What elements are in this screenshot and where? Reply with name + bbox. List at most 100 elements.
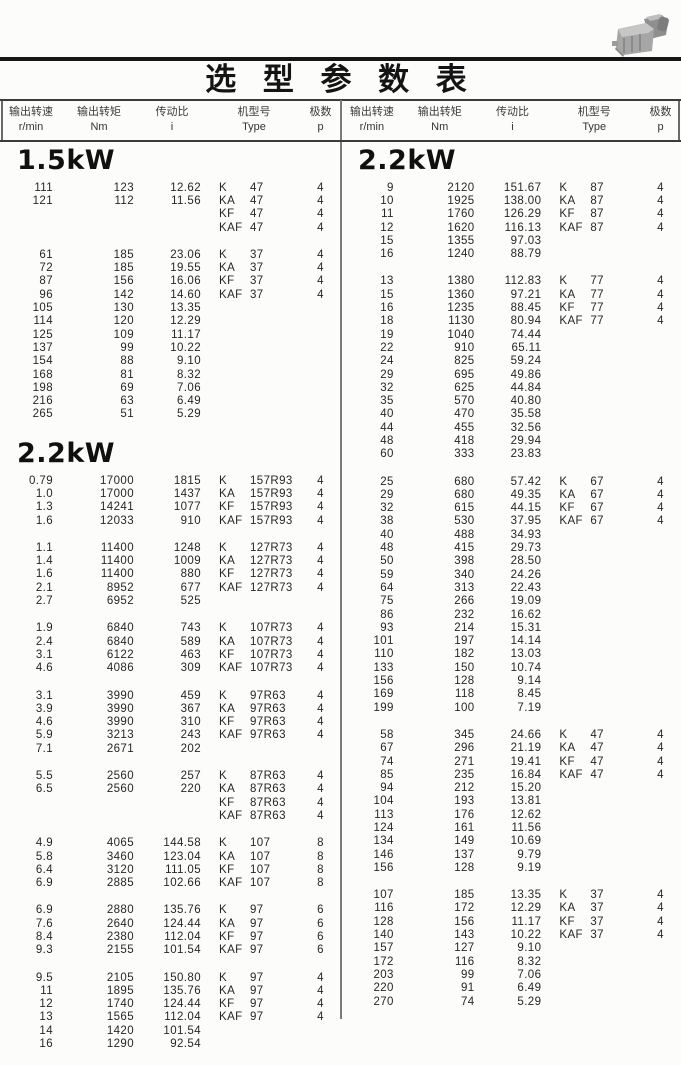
speed-cell: 220 (373, 982, 394, 995)
speed-cell: 4.9 (35, 837, 53, 850)
table-row: 10 1925 138.00 KA 87 4 (341, 194, 681, 207)
table-row: 156 128 9.14 (341, 674, 681, 687)
ratio-cell: 7.06 (517, 968, 542, 981)
poles-cell: 4 (657, 488, 664, 501)
param-group: 3.1 3990 459 K 97R63 4 3.9 3990 367 KA 97R63 4 4.6 39… (0, 689, 341, 755)
poles-cell: 8 (317, 837, 324, 850)
header-right-border (678, 101, 680, 140)
type-cell: KAF 107R73 (208, 662, 300, 674)
type-prefix: KA (219, 984, 236, 997)
type-cell: K 127R73 (208, 542, 300, 554)
speed-cell: 5.8 (35, 850, 53, 863)
speed-cell: 4.6 (35, 662, 53, 675)
speed-cell: 1.4 (35, 555, 53, 568)
poles-cell: 4 (657, 302, 664, 315)
ratio-cell: 150.80 (163, 971, 201, 984)
speed-cell: 9.5 (35, 971, 53, 984)
speed-cell: 140 (373, 929, 394, 942)
torque-cell: 116 (455, 955, 475, 968)
poles-cell: 4 (317, 262, 324, 275)
poles-cell: 4 (317, 275, 324, 288)
torque-cell: 193 (454, 795, 475, 808)
type-cell: KAF 47 (208, 222, 300, 234)
table-row: 1.6 12033 910 KAF 157R93 4 (0, 514, 341, 527)
type-cell: K 87R63 (208, 770, 300, 782)
ratio-cell: 49.35 (510, 488, 542, 501)
table-row: 67 296 21.19 KA 47 4 (341, 742, 681, 755)
speed-cell: 216 (32, 395, 53, 408)
ratio-cell: 35.58 (510, 408, 542, 421)
type-prefix: KF (559, 208, 575, 221)
poles-cell: 4 (317, 702, 324, 715)
ratio-cell: 589 (180, 635, 201, 648)
ratio-cell: 88.79 (510, 248, 542, 261)
ratio-cell: 19.09 (510, 595, 542, 608)
table-row: 87 156 16.06 KF 37 4 (0, 275, 341, 288)
type-model: 87 (590, 181, 604, 194)
table-row: 16 1235 88.45 KF 77 4 (341, 301, 681, 314)
table-row: 154 88 9.10 (0, 355, 341, 368)
header-speed-zh: 输出转速 (9, 106, 53, 118)
torque-cell: 156 (454, 915, 475, 928)
table-row: 86 232 16.62 (341, 608, 681, 621)
poles-cell: 4 (657, 929, 664, 942)
center-divider (340, 100, 342, 1019)
speed-cell: 16 (380, 302, 394, 315)
speed-cell: 172 (373, 955, 394, 968)
table-row: 156 128 9.19 (341, 861, 681, 874)
table-row: 16 1290 92.54 (0, 1037, 341, 1050)
speed-cell: 32 (380, 381, 394, 394)
torque-cell: 296 (454, 742, 475, 755)
table-row: 220 91 6.49 (341, 982, 681, 995)
torque-cell: 197 (454, 635, 475, 648)
poles-cell: 4 (317, 487, 324, 500)
param-group: 61 185 23.06 K 37 4 72 185 19.55 KA 37 4 87 156 16.06 K… (0, 248, 341, 421)
ratio-cell: 23.06 (170, 248, 201, 261)
speed-cell: 16 (380, 248, 394, 261)
ratio-cell: 9.14 (517, 675, 542, 688)
type-cell: KF 37 (548, 916, 640, 928)
type-cell: KA 97R63 (208, 703, 300, 715)
torque-cell: 214 (454, 621, 475, 634)
torque-cell: 128 (454, 861, 475, 874)
poles-cell: 4 (657, 181, 664, 194)
ratio-cell: 6.49 (517, 982, 542, 995)
ratio-cell: 16.62 (510, 608, 542, 621)
ratio-cell: 138.00 (503, 194, 542, 207)
table-row: 5.5 2560 257 K 87R63 4 (0, 769, 341, 782)
torque-cell: 680 (454, 488, 475, 501)
speed-cell: 104 (373, 795, 394, 808)
type-prefix: KAF (219, 1011, 243, 1024)
type-model: 47 (590, 768, 604, 781)
ratio-cell: 11.17 (171, 328, 201, 341)
type-cell: K 37 (548, 889, 640, 901)
type-prefix: KF (559, 302, 575, 315)
column-headers-right: 输出转速 r/min 输出转矩 Nm 传动比 i 机型号 Type 极数 p (341, 102, 681, 140)
header-ratio-unit: i (170, 121, 174, 133)
poles-cell: 4 (657, 515, 664, 528)
torque-cell: 130 (113, 302, 134, 315)
torque-cell: 1895 (106, 984, 134, 997)
torque-cell: 2120 (447, 181, 475, 194)
type-cell: K 37 (208, 249, 300, 261)
torque-cell: 176 (454, 808, 475, 821)
poles-cell: 4 (317, 770, 324, 783)
page-title: 选 型 参 数 表 (205, 62, 476, 97)
table-row: 128 156 11.17 KF 37 4 (341, 915, 681, 928)
ratio-cell: 7.06 (177, 381, 201, 394)
table-row: 121 112 11.56 KA 47 4 (0, 194, 341, 207)
type-model: 67 (590, 475, 604, 488)
torque-cell: 127 (454, 942, 475, 955)
torque-cell: 2560 (106, 770, 134, 783)
torque-cell: 345 (454, 728, 475, 741)
header-poles-unit: p (317, 121, 324, 133)
top-rule (0, 57, 681, 61)
speed-cell: 10 (380, 194, 394, 207)
table-row: 32 625 44.84 (341, 381, 681, 394)
ratio-cell: 220 (180, 783, 201, 796)
torque-cell: 149 (454, 835, 475, 848)
torque-cell: 3990 (106, 716, 134, 729)
torque-cell: 2640 (106, 917, 134, 930)
torque-cell: 11400 (100, 568, 134, 581)
table-row: 137 99 10.22 (0, 341, 341, 354)
